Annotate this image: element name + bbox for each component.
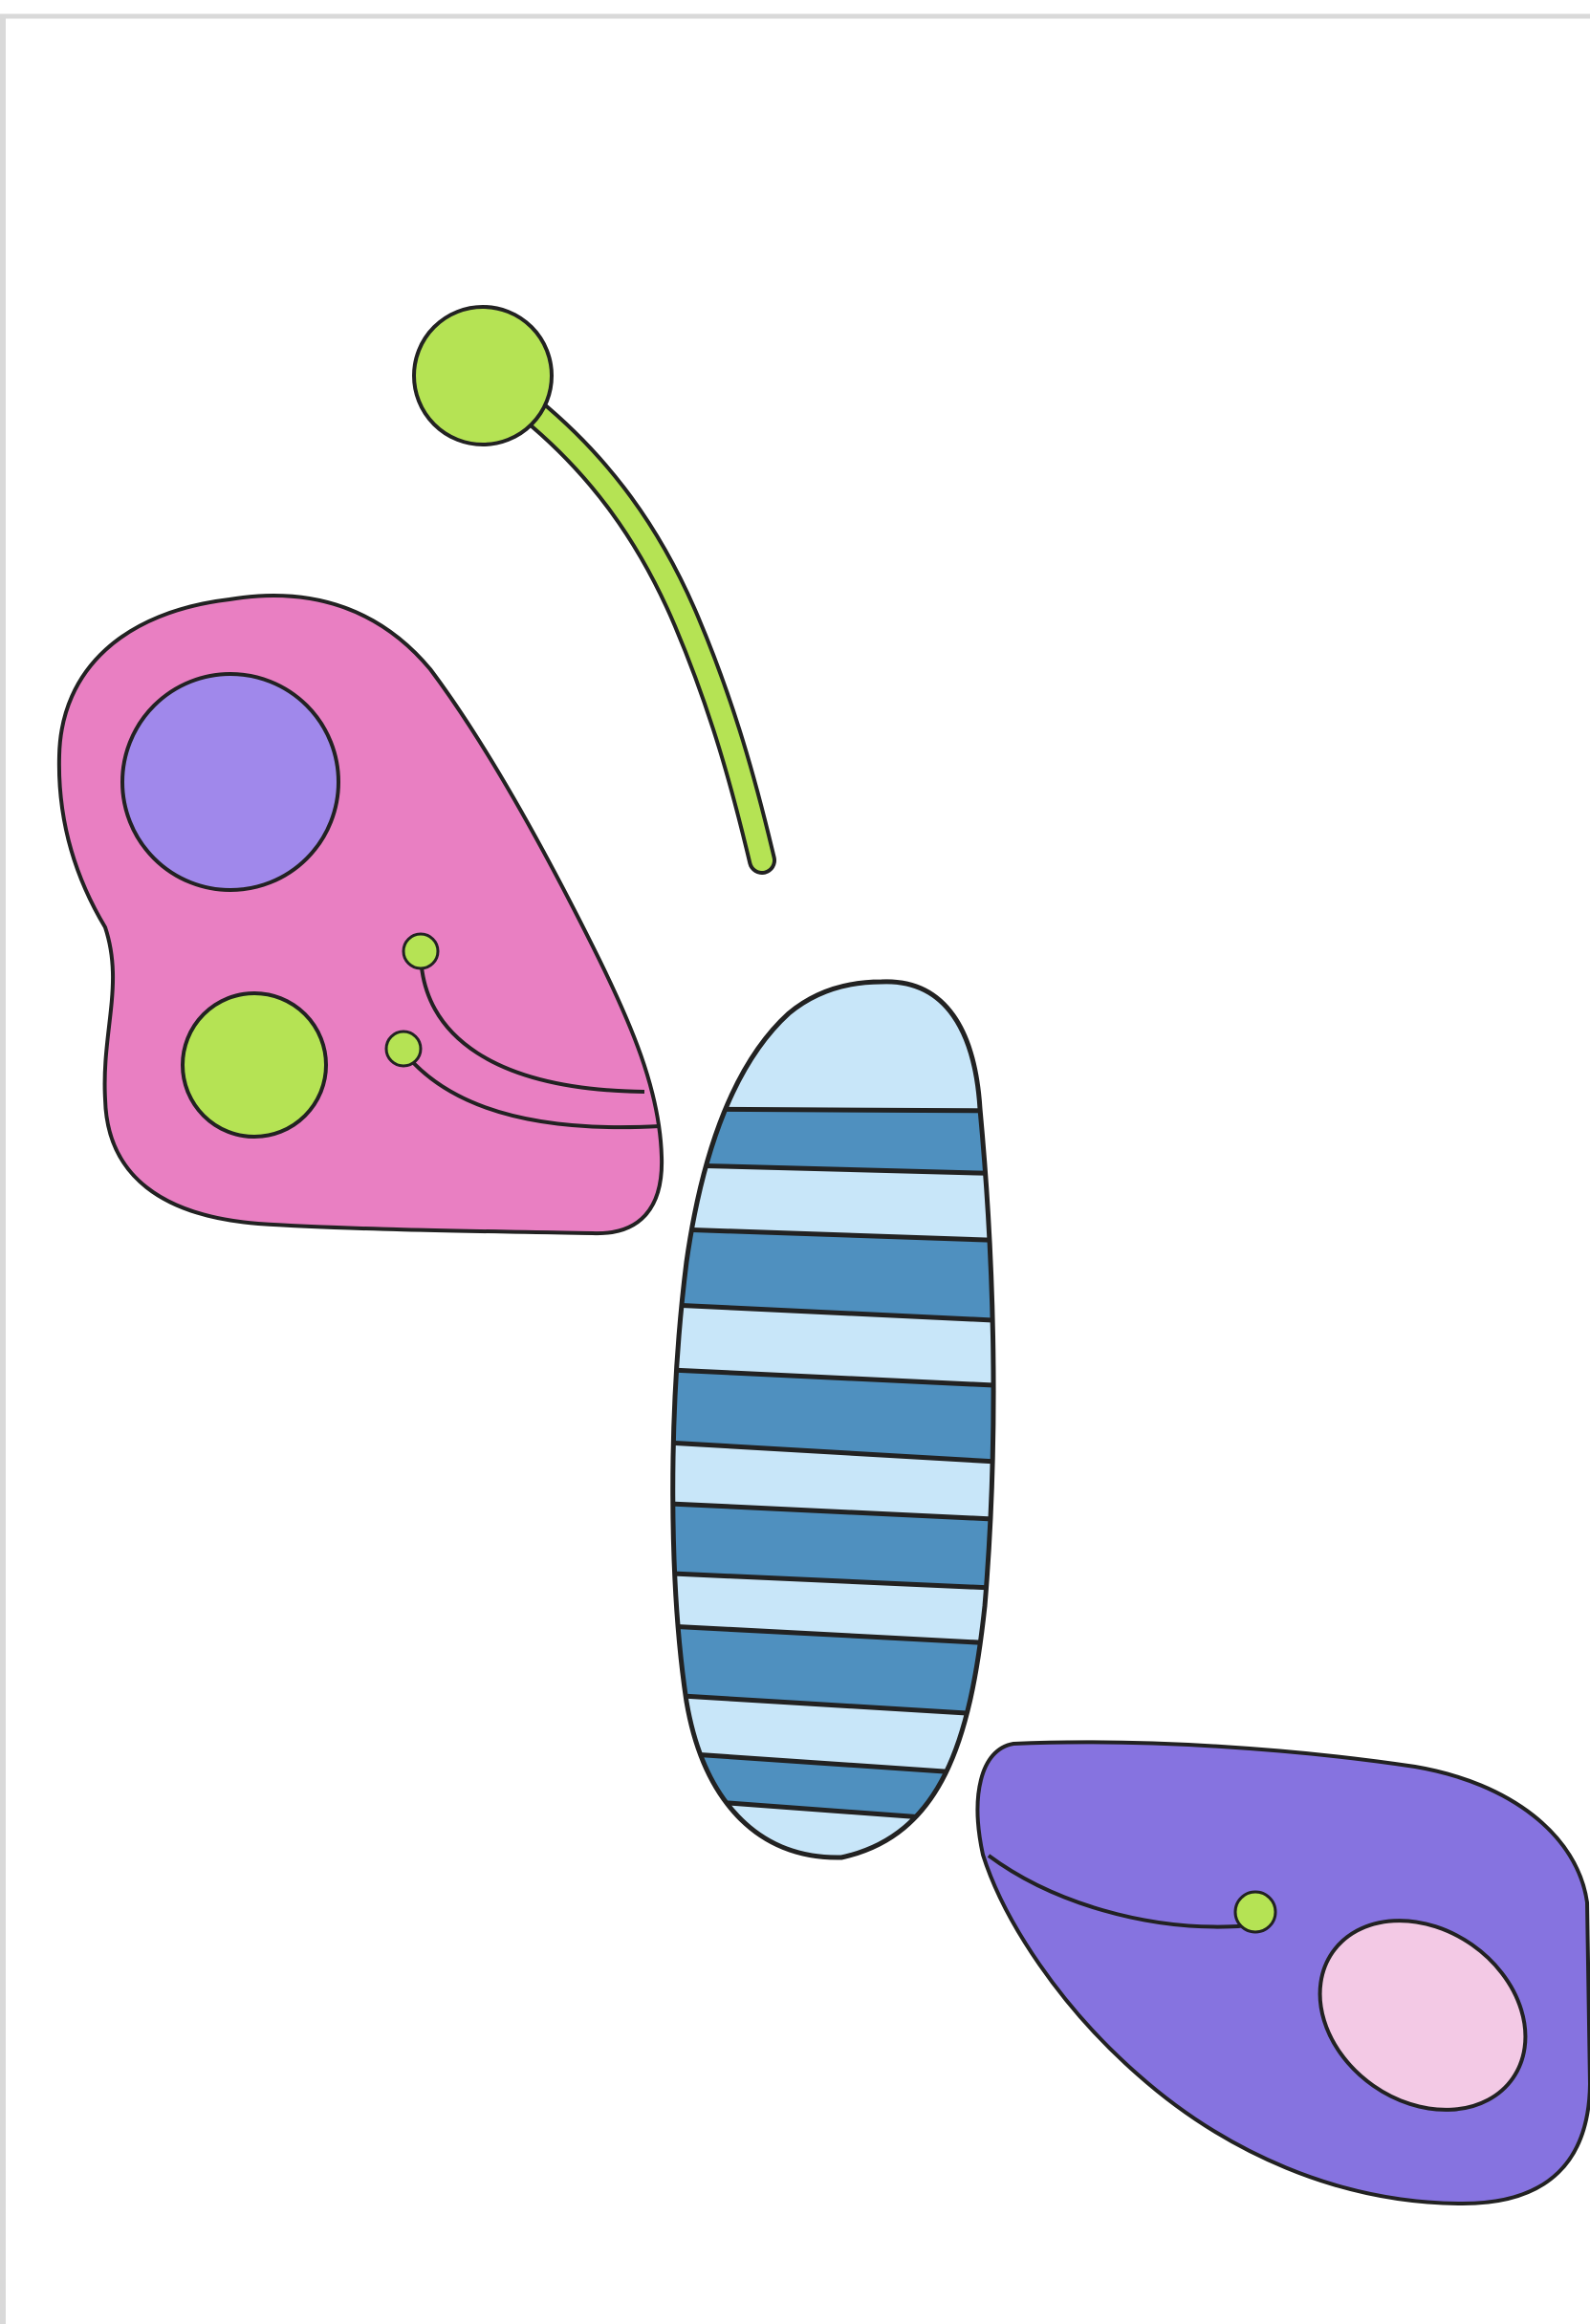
vein-dot bbox=[1233, 1890, 1277, 1934]
body-stripe bbox=[672, 1622, 994, 1719]
vein-dot-bottom bbox=[384, 1030, 423, 1068]
striped-body bbox=[670, 979, 996, 1860]
vein-dot-top bbox=[402, 932, 440, 970]
wing-spot-green bbox=[181, 991, 328, 1139]
body-stripe bbox=[672, 1500, 994, 1592]
antenna bbox=[412, 305, 776, 875]
lower-wing bbox=[975, 1740, 1590, 2206]
antenna-knob bbox=[412, 305, 554, 446]
wing-vein-bottom bbox=[402, 1050, 661, 1130]
upper-wing bbox=[56, 594, 664, 1236]
wing-spot-purple bbox=[120, 672, 340, 892]
body-stripe bbox=[672, 1226, 994, 1324]
body-stripe bbox=[672, 1366, 994, 1466]
wing-spot-light-pink bbox=[1318, 1919, 1528, 2112]
wing-vein-top bbox=[419, 950, 645, 1094]
body-stripe bbox=[672, 1106, 994, 1177]
